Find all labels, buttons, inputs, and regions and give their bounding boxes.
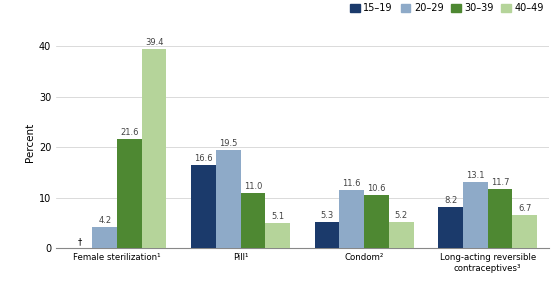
Bar — [241, 193, 265, 248]
Text: 6.7: 6.7 — [518, 204, 531, 213]
Bar — [265, 223, 290, 248]
Text: 5.1: 5.1 — [271, 212, 284, 221]
Bar — [92, 227, 117, 248]
Text: †: † — [78, 237, 82, 246]
Text: 11.0: 11.0 — [244, 182, 262, 191]
Text: 8.2: 8.2 — [444, 196, 458, 205]
Bar — [488, 189, 512, 248]
Bar — [438, 207, 463, 248]
Bar — [117, 139, 142, 248]
Text: 21.6: 21.6 — [120, 128, 139, 137]
Text: 5.3: 5.3 — [320, 211, 334, 220]
Text: 4.2: 4.2 — [98, 216, 111, 225]
Text: 11.7: 11.7 — [491, 178, 510, 187]
Text: 11.6: 11.6 — [343, 179, 361, 188]
Legend: 15–19, 20–29, 30–39, 40–49: 15–19, 20–29, 30–39, 40–49 — [350, 3, 544, 13]
Bar — [389, 222, 414, 248]
Y-axis label: Percent: Percent — [25, 123, 35, 162]
Bar — [512, 215, 537, 248]
Text: 5.2: 5.2 — [395, 211, 408, 220]
Bar — [142, 49, 166, 248]
Text: 39.4: 39.4 — [145, 38, 164, 48]
Bar — [339, 190, 364, 248]
Text: 13.1: 13.1 — [466, 171, 484, 180]
Bar — [463, 182, 488, 248]
Bar — [191, 165, 216, 248]
Bar — [216, 150, 241, 248]
Text: 19.5: 19.5 — [219, 139, 237, 148]
Text: 10.6: 10.6 — [367, 184, 386, 193]
Bar — [315, 222, 339, 248]
Text: 16.6: 16.6 — [194, 154, 213, 163]
Bar — [364, 195, 389, 248]
